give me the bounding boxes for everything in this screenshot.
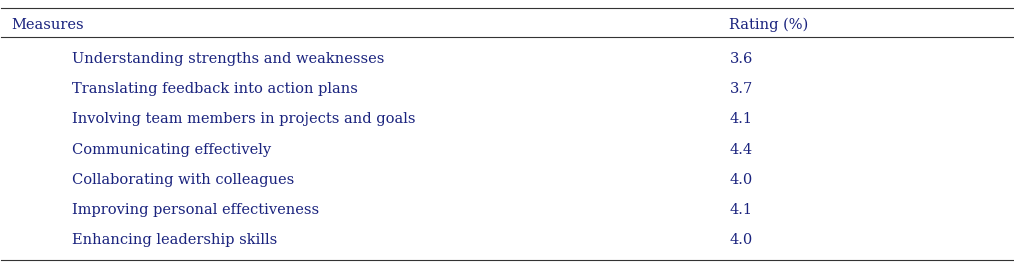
Text: 3.6: 3.6 bbox=[729, 52, 752, 66]
Text: Communicating effectively: Communicating effectively bbox=[72, 143, 272, 157]
Text: 3.7: 3.7 bbox=[729, 82, 752, 96]
Text: Understanding strengths and weaknesses: Understanding strengths and weaknesses bbox=[72, 52, 384, 66]
Text: 4.4: 4.4 bbox=[729, 143, 752, 157]
Text: 4.1: 4.1 bbox=[729, 203, 752, 217]
Text: 4.1: 4.1 bbox=[729, 112, 752, 126]
Text: Measures: Measures bbox=[11, 18, 84, 32]
Text: Improving personal effectiveness: Improving personal effectiveness bbox=[72, 203, 319, 217]
Text: Enhancing leadership skills: Enhancing leadership skills bbox=[72, 233, 278, 247]
Text: 4.0: 4.0 bbox=[729, 173, 752, 187]
Text: Involving team members in projects and goals: Involving team members in projects and g… bbox=[72, 112, 416, 126]
Text: Translating feedback into action plans: Translating feedback into action plans bbox=[72, 82, 358, 96]
Text: Rating (%): Rating (%) bbox=[729, 18, 809, 32]
Text: 4.0: 4.0 bbox=[729, 233, 752, 247]
Text: Collaborating with colleagues: Collaborating with colleagues bbox=[72, 173, 294, 187]
